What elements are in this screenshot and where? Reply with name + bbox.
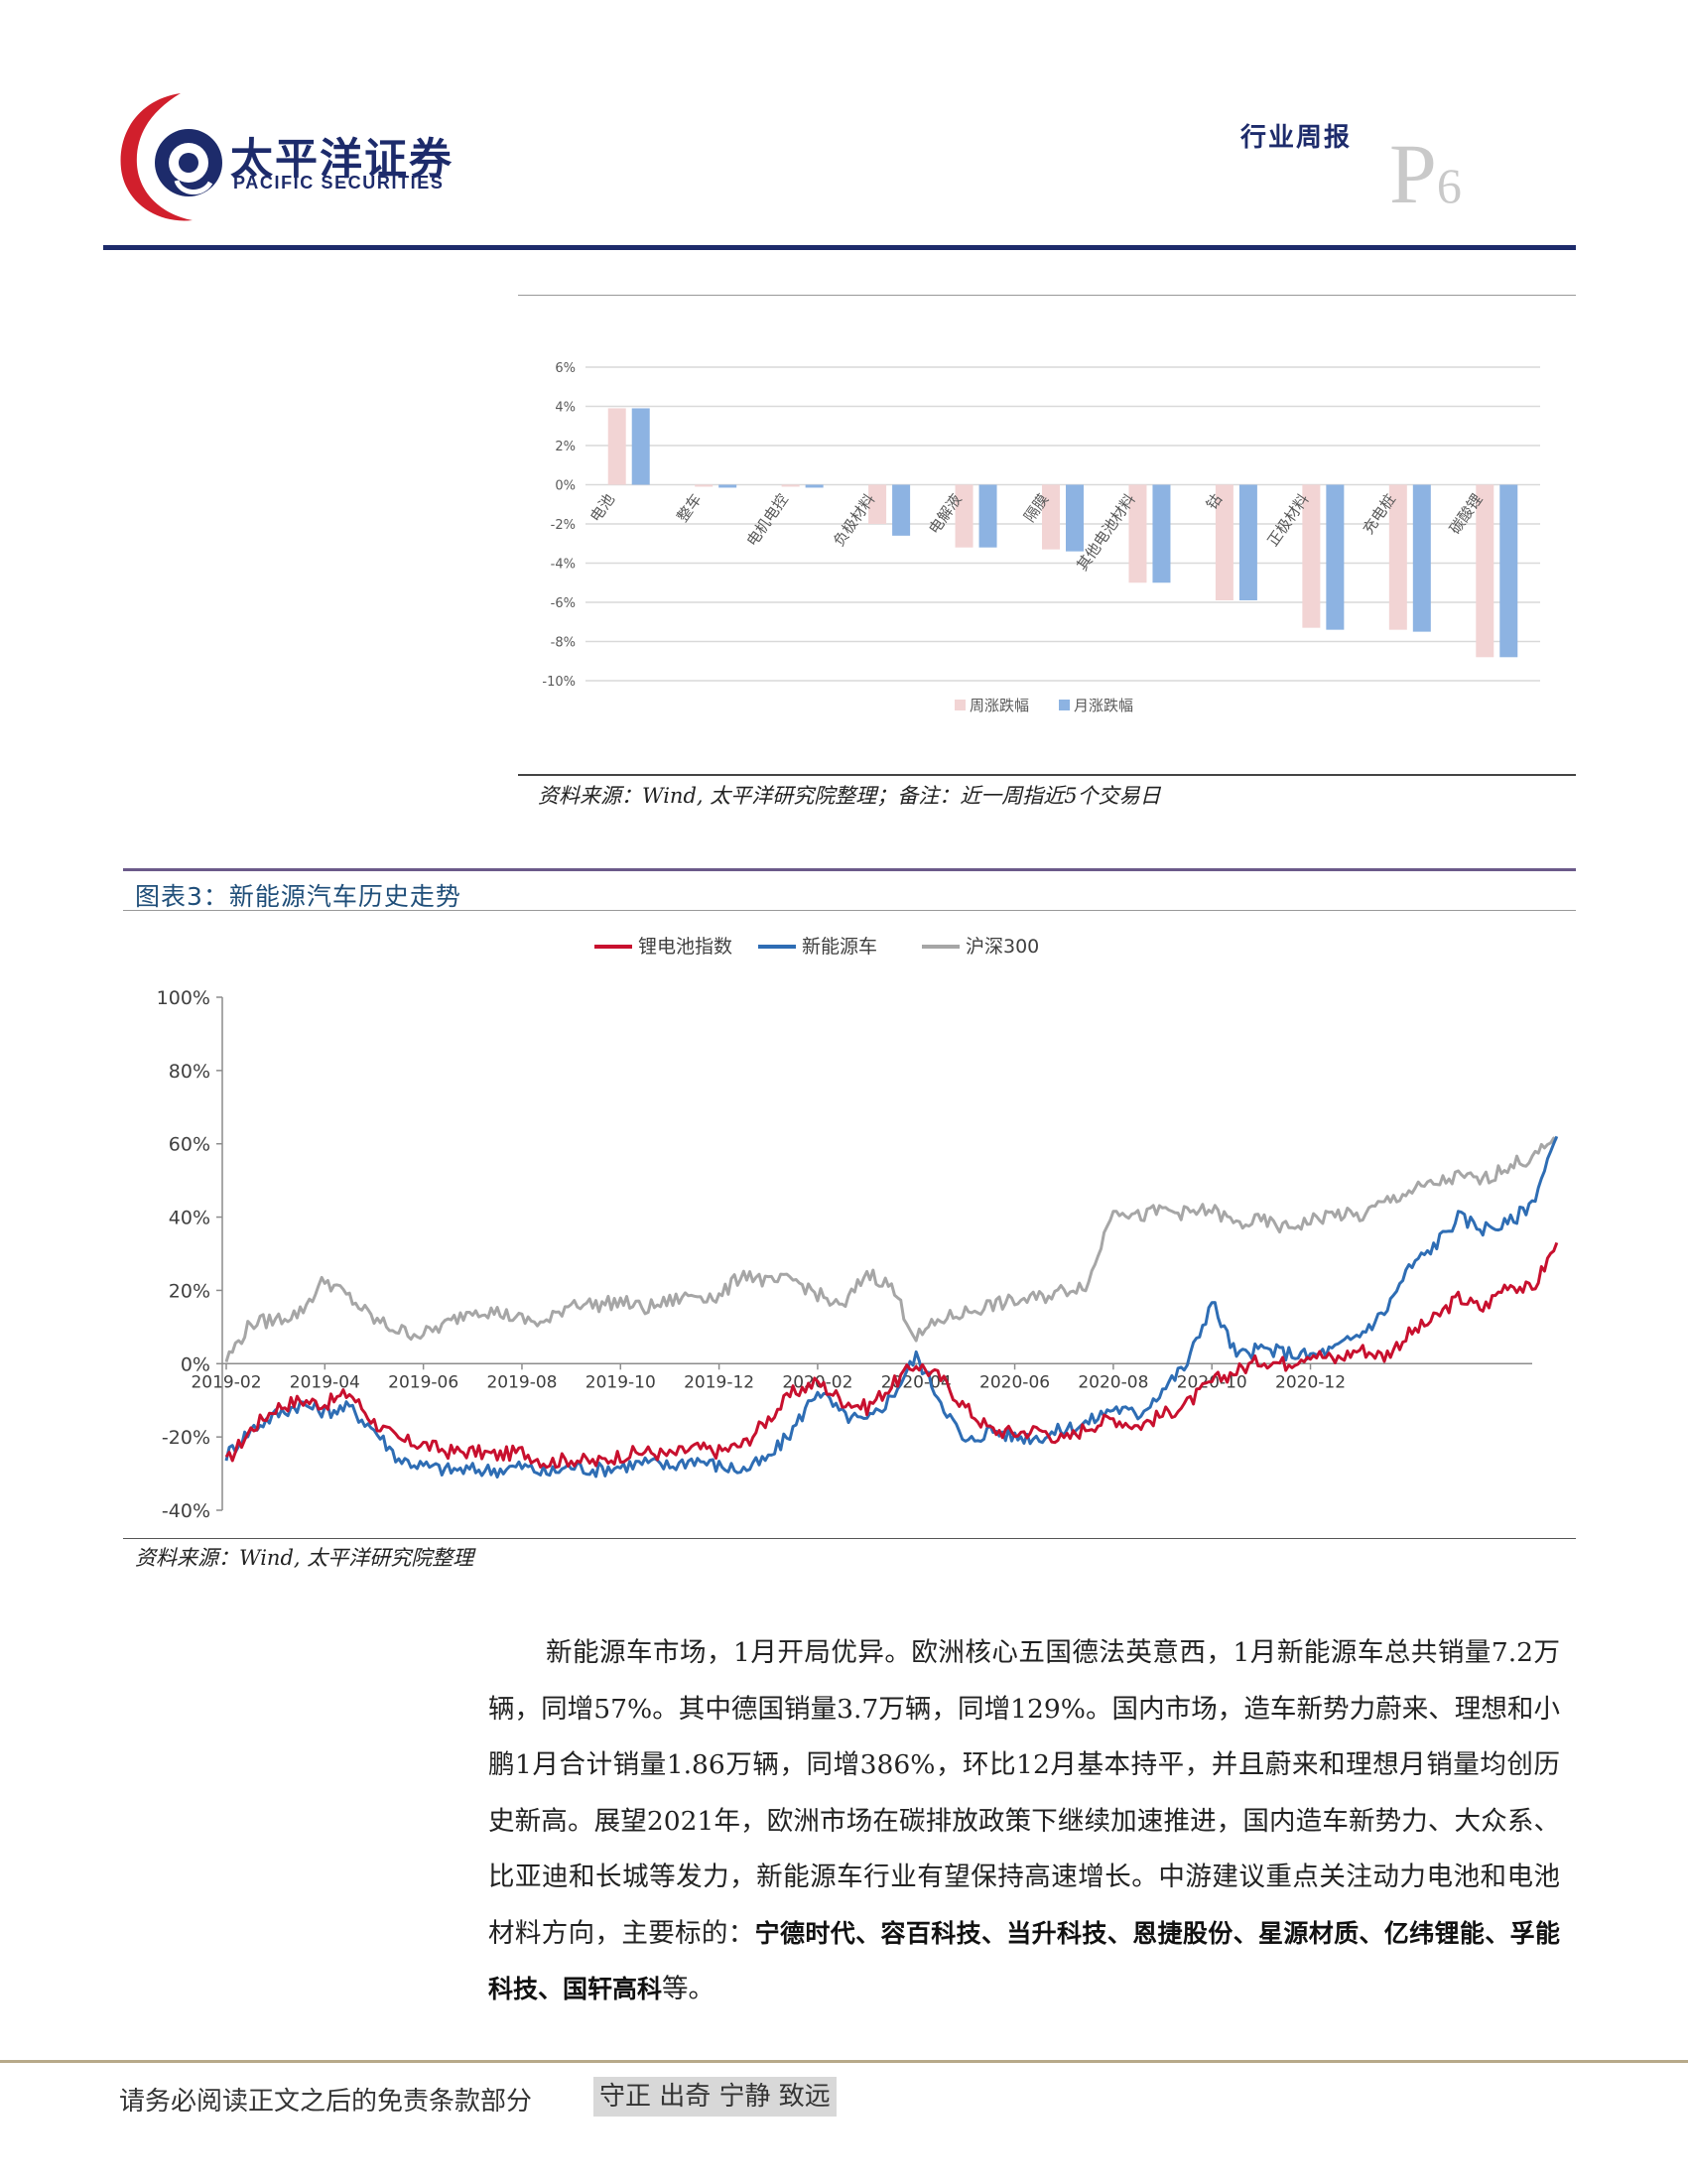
- bar-y-tick: -4%: [551, 558, 576, 573]
- bar-weekly: [955, 484, 974, 548]
- figure3-title: 图表3：新能源汽车历史走势: [135, 882, 461, 911]
- figure2-bottom-rule: [518, 774, 1576, 776]
- company-logo: [111, 85, 449, 224]
- paragraph-text: 新能源车市场，1月开局优异。欧洲核心五国德法英意西，1月新能源车总共销量7.2万…: [488, 1637, 1560, 1949]
- line-legend-label: 沪深300: [966, 936, 1039, 958]
- company-name-cn: 太平洋证券: [230, 135, 454, 185]
- key-stocks: 宁德时代、容百科技、当升科技、恩捷股份、星源材质、亿纬锂能、孚能科技、国轩高科: [488, 1918, 1560, 2004]
- bar-y-tick: -2%: [551, 518, 576, 533]
- line-x-tick: 2020-08: [1078, 1372, 1148, 1392]
- bar-weekly: [1215, 484, 1234, 601]
- bar-legend-label: 周涨跌幅: [970, 697, 1029, 714]
- line-x-tick: 2019-12: [684, 1372, 754, 1392]
- bar-monthly: [805, 484, 824, 488]
- bar-monthly: [1152, 484, 1171, 583]
- line-y-tick: 100%: [157, 987, 210, 1009]
- paragraph-end: 等。: [662, 1974, 715, 2004]
- line-chart: 100% 80% 60% 40% 20% 0% -20% -40% 2019-02 2019-04…: [157, 936, 1559, 1522]
- bar-y-tick: 6%: [555, 361, 576, 376]
- bar-monthly: [1326, 484, 1345, 630]
- bar-weekly: [781, 484, 800, 487]
- line-y-tick: -20%: [162, 1427, 210, 1449]
- footer-rule: [0, 2060, 1688, 2063]
- bar-monthly: [1066, 484, 1084, 552]
- figure3-source: 资料来源：Wind, 太平洋研究院整理: [135, 1546, 474, 1570]
- page-letter: P: [1389, 126, 1437, 221]
- line-legend-label: 锂电池指数: [638, 936, 732, 958]
- bar-chart: 6%4%2%0%-2%-4%-6%-8%-10%电池 整车 电机电控 负极材料 电解液隔…: [542, 361, 1540, 714]
- bar-y-tick: -6%: [551, 596, 576, 611]
- bar-category-label: 整车: [673, 490, 705, 525]
- bar-y-tick: -8%: [551, 636, 576, 651]
- line-y-tick: 40%: [169, 1208, 210, 1229]
- line-x-tick: 2020-06: [979, 1372, 1050, 1392]
- bar-weekly: [1476, 484, 1494, 658]
- footer-motto: 守正 出奇 宁静 致远: [593, 2077, 837, 2117]
- footer-disclaimer: 请务必阅读正文之后的免责条款部分: [119, 2087, 533, 2117]
- body-paragraph: 新能源车市场，1月开局优异。欧洲核心五国德法英意西，1月新能源车总共销量7.2万…: [488, 1625, 1560, 2018]
- bar-y-tick: 0%: [555, 479, 576, 494]
- page-digit: 6: [1436, 158, 1462, 213]
- line-y-tick: 0%: [181, 1353, 210, 1375]
- line-x-tick: 2019-08: [486, 1372, 557, 1392]
- bar-legend-swatch: [1059, 700, 1070, 710]
- figure3-top-rule: [123, 868, 1576, 871]
- logo-emblem-icon: [120, 93, 222, 221]
- bar-weekly: [1302, 484, 1321, 628]
- bar-y-tick: 2%: [555, 440, 576, 454]
- bar-monthly: [1412, 484, 1431, 632]
- bar-monthly: [1238, 484, 1257, 601]
- figure3-bottom-rule: [123, 1538, 1576, 1539]
- line-y-tick: 60%: [169, 1134, 210, 1156]
- bar-weekly: [868, 484, 887, 524]
- bar-weekly: [1128, 484, 1147, 583]
- header-rule: [103, 245, 1576, 250]
- bar-monthly: [892, 484, 911, 536]
- line-y-tick: 80%: [169, 1061, 210, 1083]
- line-x-tick: 2019-06: [388, 1372, 458, 1392]
- bar-category-label: 电池: [586, 490, 618, 525]
- bar-monthly: [1499, 484, 1518, 658]
- line-legend-label: 新能源车: [802, 936, 877, 958]
- report-type: 行业周报: [1240, 123, 1353, 153]
- bar-y-tick: 4%: [555, 401, 576, 416]
- page-number: P6: [1389, 131, 1462, 216]
- line-series-0: [224, 1241, 1559, 1470]
- bar-monthly: [978, 484, 997, 548]
- line-x-tick: 2019-10: [585, 1372, 656, 1392]
- bar-weekly: [1388, 484, 1407, 630]
- line-series-1: [224, 1135, 1559, 1479]
- bar-legend-label: 月涨跌幅: [1074, 697, 1133, 714]
- line-x-tick: 2019-02: [191, 1372, 261, 1392]
- bar-y-tick: -10%: [542, 675, 576, 690]
- line-x-tick: 2020-12: [1275, 1372, 1346, 1392]
- bar-category-label: 电机电控: [743, 490, 792, 549]
- line-y-tick: 20%: [169, 1280, 210, 1302]
- bar-weekly: [695, 484, 714, 487]
- bar-legend-swatch: [955, 700, 966, 710]
- line-series-2: [224, 1136, 1558, 1363]
- company-name-en: PACIFIC SECURITIES: [233, 173, 445, 193]
- bar-weekly: [1042, 484, 1060, 550]
- bar-monthly: [631, 408, 650, 485]
- line-x-tick: 2019-04: [290, 1372, 360, 1392]
- figure3-title-rule: [123, 910, 1576, 911]
- bar-weekly: [607, 408, 626, 485]
- line-y-tick: -40%: [162, 1500, 210, 1522]
- figure2-source: 资料来源：Wind, 太平洋研究院整理；备注：近一周指近5个交易日: [538, 784, 1161, 808]
- bar-monthly: [718, 484, 737, 488]
- figure2-top-rule: [518, 295, 1576, 296]
